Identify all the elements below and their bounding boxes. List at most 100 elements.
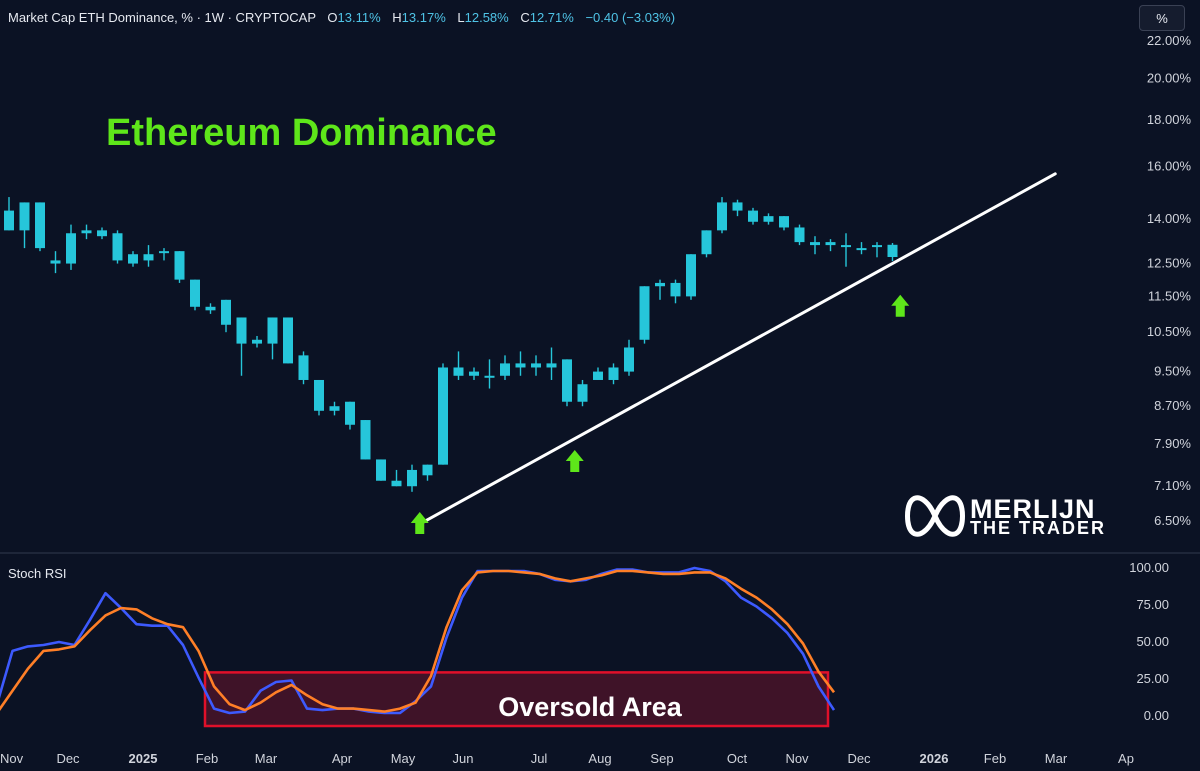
price-tick-1: 20.00% [1147, 71, 1192, 86]
candlestick-series [4, 197, 898, 492]
price-tick-10: 7.90% [1154, 436, 1191, 451]
candle-body [236, 317, 247, 344]
candle [174, 251, 185, 283]
candle [469, 367, 479, 380]
time-label-15: Feb [984, 751, 1006, 766]
candle-body [701, 230, 712, 255]
candle [670, 279, 681, 304]
candle [407, 464, 417, 492]
candle [128, 251, 138, 267]
candle [500, 355, 510, 380]
candle [314, 379, 324, 416]
candle-body [314, 379, 324, 411]
candle-body [190, 279, 200, 307]
candle [283, 317, 293, 364]
candle [298, 351, 309, 385]
candle [546, 347, 557, 380]
candle-body [763, 216, 774, 222]
candle [4, 197, 14, 231]
candle-body [283, 317, 293, 364]
candle-body [872, 245, 882, 248]
stoch-tick-4: 0.00 [1144, 708, 1169, 723]
candle-body [453, 367, 464, 376]
candle [438, 363, 448, 465]
price-tick-0: 22.00% [1147, 33, 1192, 48]
percent-scale-button[interactable]: % [1139, 5, 1185, 31]
candle-body [66, 233, 76, 264]
candle-body [484, 375, 495, 378]
candle-body [624, 347, 634, 372]
candle-body [856, 248, 867, 251]
price-tick-5: 12.50% [1147, 256, 1192, 271]
stoch-d-line [0, 569, 836, 713]
stoch-tick-2: 50.00 [1136, 634, 1169, 649]
candle [81, 224, 92, 240]
oversold-zone [203, 671, 830, 728]
price-axis[interactable]: 22.00% 20.00% 18.00% 16.00% 14.00% 12.50% 11.5… [1147, 33, 1192, 528]
logo-line2: THE TRADER [970, 518, 1106, 538]
candle [19, 202, 30, 249]
candle [624, 339, 634, 376]
candle-body [670, 282, 681, 297]
support-trendline [418, 172, 1057, 526]
time-label-9: Aug [588, 751, 611, 766]
merlijn-logo: MERLIJN THE TRADER [904, 492, 1119, 540]
candle [655, 279, 665, 300]
time-label-5: Apr [332, 751, 353, 766]
candle [732, 199, 743, 217]
candle-body [143, 254, 154, 261]
candle [267, 317, 278, 360]
stoch-tick-1: 75.00 [1136, 597, 1169, 612]
candle [252, 335, 262, 348]
high-label: H [392, 10, 402, 25]
candle-body [562, 359, 572, 402]
candle-body [686, 254, 696, 297]
candle [748, 207, 758, 225]
up-arrow-icon [891, 294, 910, 317]
price-tick-7: 10.50% [1147, 324, 1192, 339]
candle [779, 216, 789, 231]
candle-body [717, 202, 727, 231]
stoch-axis[interactable]: 100.00 75.00 50.00 25.00 0.00 [1129, 560, 1169, 723]
candle-body [779, 216, 789, 228]
trendline-layer [418, 172, 1057, 526]
candle-body [887, 244, 898, 257]
candle-body [748, 210, 758, 222]
bounce-arrows [410, 294, 910, 535]
candle-body [577, 384, 588, 402]
price-tick-12: 6.50% [1154, 513, 1191, 528]
time-label-8: Jul [531, 751, 548, 766]
candle-body [438, 367, 448, 465]
candle [856, 242, 867, 255]
candle [360, 420, 371, 460]
candle [159, 248, 169, 261]
candle [35, 202, 45, 252]
candle-body [593, 371, 603, 380]
candle [66, 224, 76, 270]
candle [701, 230, 712, 258]
candle-body [205, 306, 216, 311]
candle [577, 379, 588, 407]
candle [484, 359, 495, 389]
time-label-13: Dec [847, 751, 871, 766]
candle [422, 464, 433, 481]
candle-body [841, 245, 851, 248]
oversold-area-label: Oversold Area [498, 692, 682, 722]
time-label-7: Jun [453, 751, 474, 766]
candle [221, 299, 231, 333]
candle [112, 230, 123, 264]
open-label: O [327, 10, 338, 25]
candle [97, 227, 107, 240]
candle-body [128, 254, 138, 264]
candle [825, 239, 836, 252]
candle [236, 317, 247, 376]
candle-body [391, 480, 402, 487]
candle-body [655, 282, 665, 287]
time-axis[interactable]: Nov Dec 2025 Feb Mar Apr May Jun Jul Aug Sep Oct Nov… [0, 751, 1134, 766]
candle-body [376, 459, 386, 481]
price-tick-3: 16.00% [1147, 158, 1192, 173]
candle-body [825, 242, 836, 246]
candle-body [97, 230, 107, 237]
candle [639, 286, 650, 344]
